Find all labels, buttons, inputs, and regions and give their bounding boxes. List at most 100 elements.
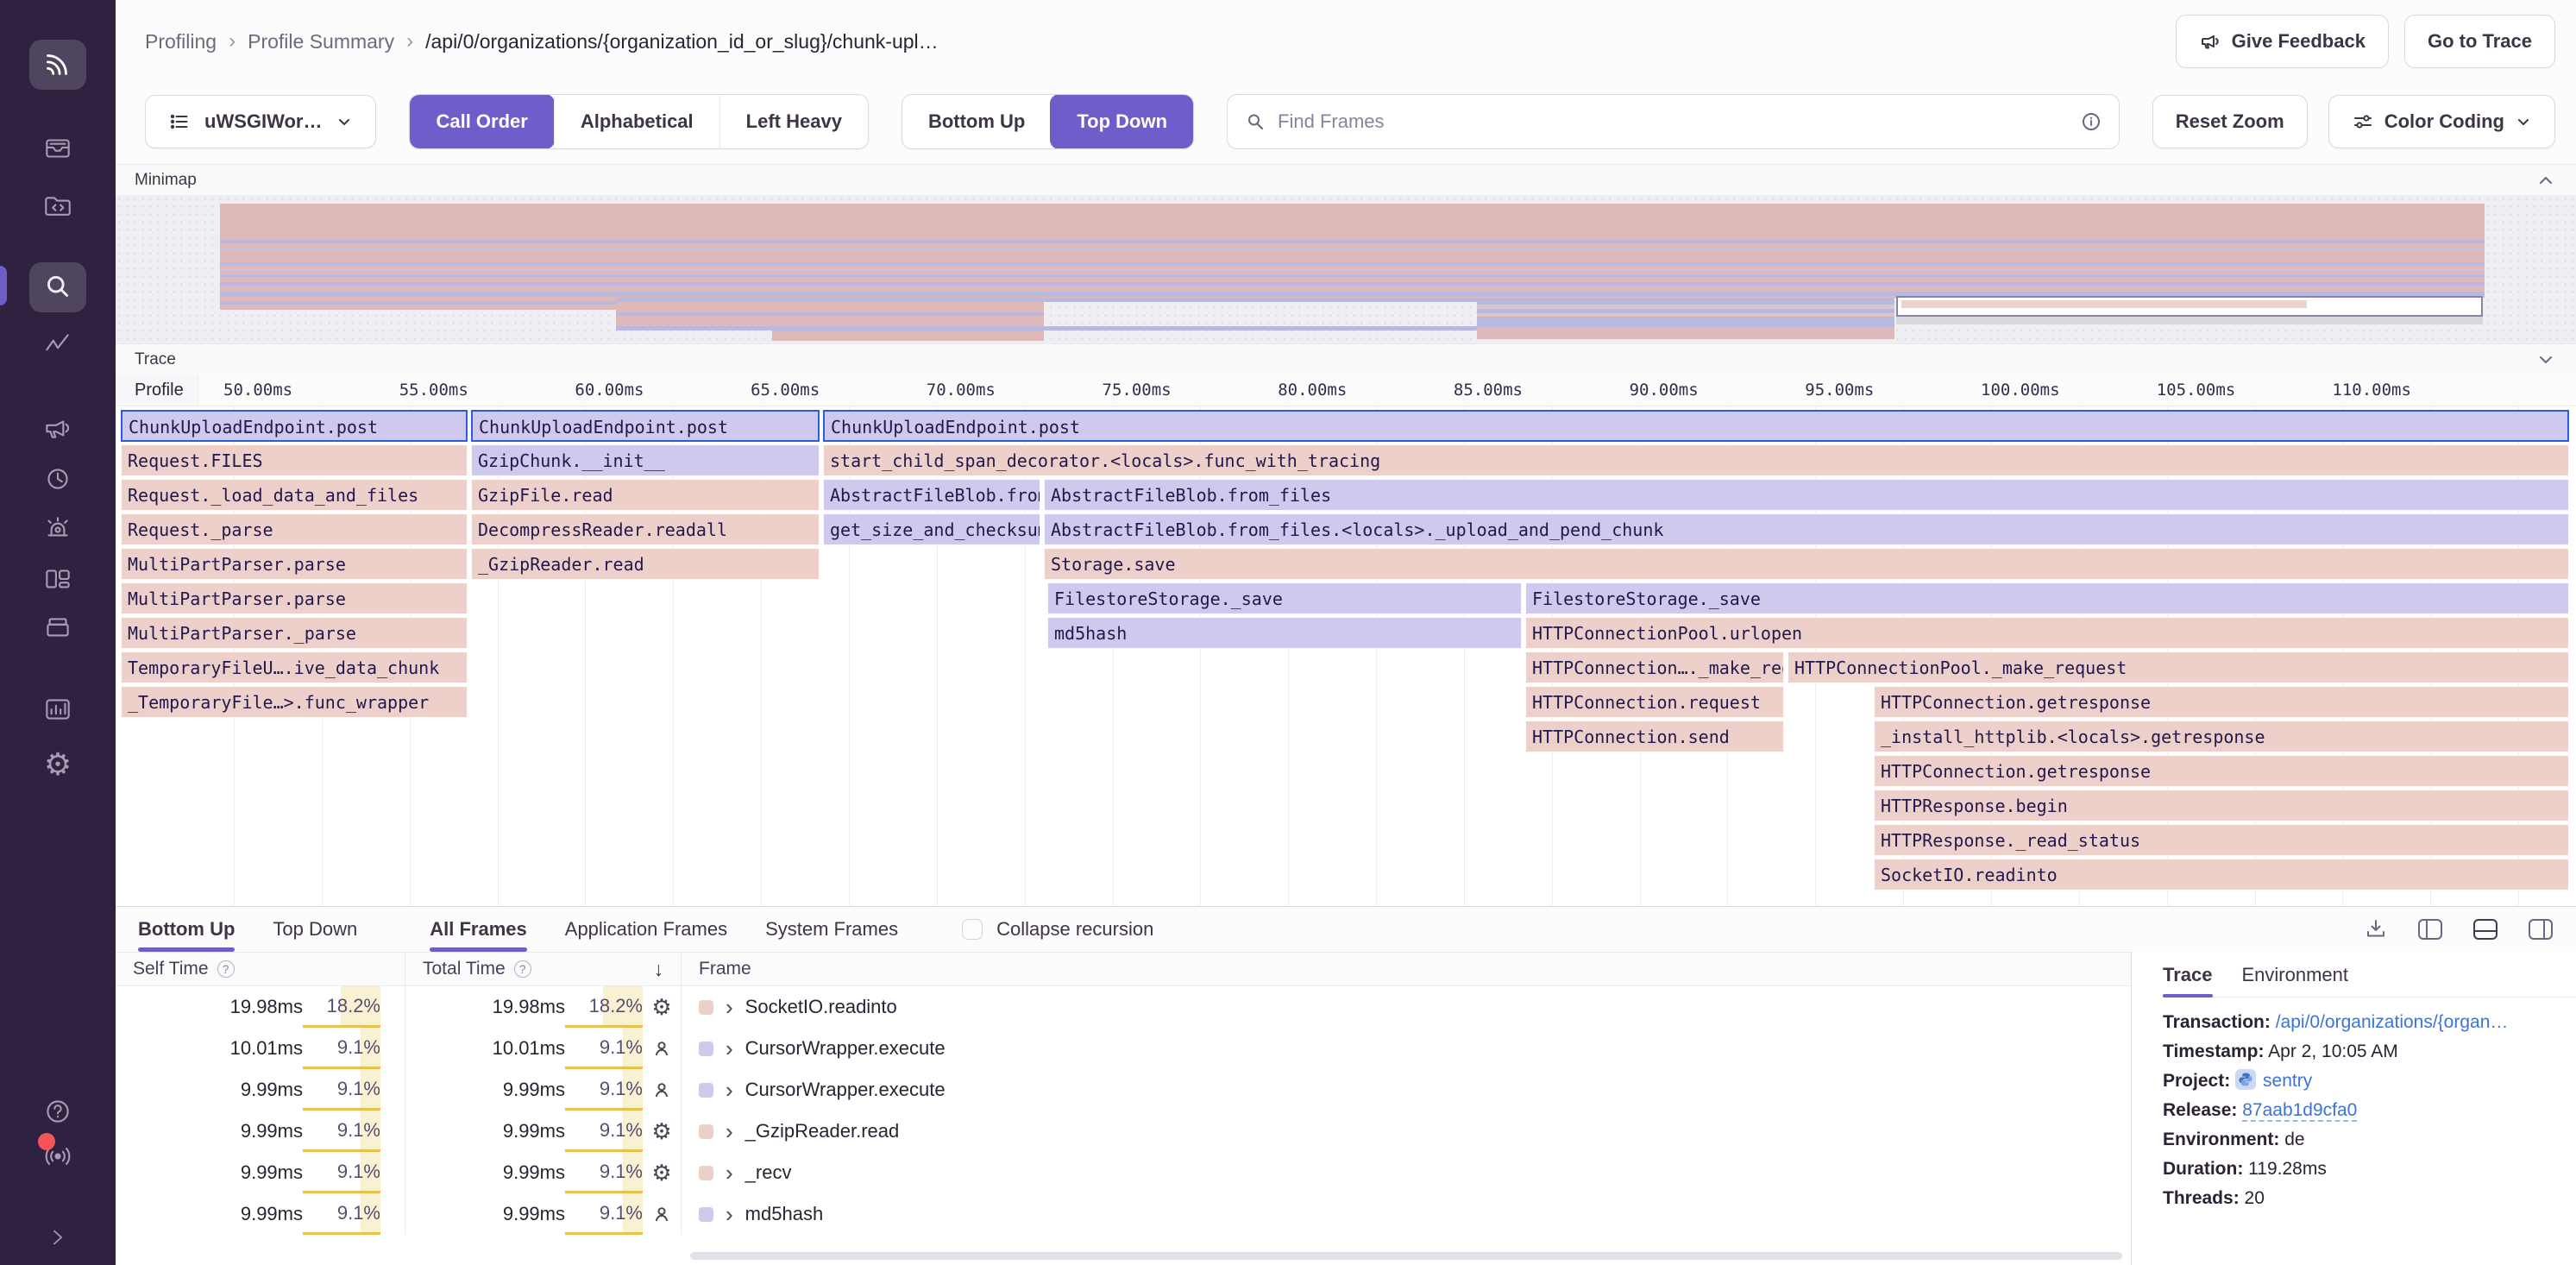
layout-left-icon[interactable] <box>2417 918 2443 941</box>
transaction-link[interactable]: /api/0/organizations/{organ… <box>2275 1012 2509 1032</box>
search-input[interactable] <box>1278 110 2069 133</box>
collapse-minimap-icon[interactable] <box>2535 169 2557 192</box>
filter-system-frames[interactable]: System Frames <box>765 918 899 940</box>
find-frames-search[interactable] <box>1227 94 2120 149</box>
frame-name[interactable]: CursorWrapper.execute <box>745 1079 946 1100</box>
flame-bar[interactable]: DecompressReader.readall <box>471 513 820 545</box>
replays-icon[interactable] <box>0 460 116 498</box>
download-icon[interactable] <box>2364 917 2388 941</box>
explore-icon[interactable] <box>0 186 116 224</box>
table-row[interactable]: 9.99ms 9.1% 9.99ms 9.1% ⚙ › _recv <box>116 1152 2131 1193</box>
info-icon[interactable] <box>2081 111 2102 132</box>
direction-option-bottom-up[interactable]: Bottom Up <box>927 110 1026 132</box>
expand-row-icon[interactable]: › <box>726 1117 733 1144</box>
flame-bar[interactable]: Request._load_data_and_files <box>121 479 468 511</box>
help-circle-icon[interactable]: ? <box>513 960 531 978</box>
frame-name[interactable]: md5hash <box>745 1203 824 1224</box>
reset-zoom-button[interactable]: Reset Zoom <box>2152 95 2308 148</box>
flame-bar[interactable]: AbstractFileBlob.from_files <box>1044 479 2569 511</box>
sentry-logo[interactable] <box>0 38 116 91</box>
flame-bar[interactable]: HTTPConnectionPool.urlopen <box>1525 617 2569 649</box>
expand-trace-icon[interactable] <box>2535 349 2557 371</box>
issues-icon[interactable] <box>0 129 116 167</box>
frame-name[interactable]: SocketIO.readinto <box>745 996 897 1017</box>
color-coding-button[interactable]: Color Coding <box>2328 95 2555 148</box>
release-link[interactable]: 87aab1d9cfa0 <box>2242 1100 2358 1122</box>
sort-option-alphabetical[interactable]: Alphabetical <box>553 95 719 148</box>
flame-bar[interactable]: MultiPartParser.parse <box>121 548 468 580</box>
flame-bar[interactable]: HTTPResponse._read_status <box>1874 824 2569 856</box>
flame-bar[interactable]: get_size_and_checksum <box>823 513 1040 545</box>
table-row[interactable]: 19.98ms 18.2% 19.98ms 18.2% ⚙ › SocketIO.readi… <box>116 986 2131 1028</box>
total-time-header[interactable]: Total Time? ↓ <box>405 953 682 985</box>
flame-bar[interactable]: ChunkUploadEndpoint.post <box>121 410 468 442</box>
breadcrumb-item[interactable]: Profile Summary <box>248 29 395 53</box>
details-tab-environment[interactable]: Environment <box>2241 964 2349 985</box>
flame-bar[interactable]: MultiPartParser.parse <box>121 582 468 614</box>
help-icon[interactable] <box>0 1092 116 1130</box>
expand-row-icon[interactable]: › <box>726 1200 733 1227</box>
filter-application-frames[interactable]: Application Frames <box>564 918 728 940</box>
breadcrumb-item[interactable]: /api/0/organizations/{organization_id_or… <box>425 29 939 53</box>
tab-bottom-up[interactable]: Bottom Up <box>138 907 236 952</box>
flame-bar[interactable]: ChunkUploadEndpoint.post <box>471 410 820 442</box>
self-time-header[interactable]: Self Time? <box>116 953 405 985</box>
flame-bar[interactable]: HTTPConnection.request <box>1525 686 1784 718</box>
collapse-recursion-checkbox[interactable] <box>962 919 983 940</box>
expand-row-icon[interactable]: › <box>726 1035 733 1061</box>
breadcrumb-item[interactable]: Profiling <box>145 29 217 53</box>
flame-bar[interactable]: ChunkUploadEndpoint.post <box>823 410 2569 442</box>
flamegraph-canvas[interactable]: ChunkUploadEndpoint.post ChunkUploadEndpo… <box>116 406 2576 906</box>
give-feedback-button[interactable]: Give Feedback <box>2175 15 2389 68</box>
search-icon[interactable] <box>0 261 116 314</box>
stats-icon[interactable] <box>0 690 116 728</box>
flame-bar[interactable]: md5hash <box>1047 617 1522 649</box>
flame-bar[interactable]: SocketIO.readinto <box>1874 859 2569 891</box>
expand-row-icon[interactable]: › <box>726 1159 733 1186</box>
minimap-viewport[interactable] <box>1896 296 2483 317</box>
thread-selector[interactable]: uWSGIWor… <box>145 95 377 148</box>
project-link[interactable]: sentry <box>2263 1071 2313 1091</box>
flame-bar[interactable]: Storage.save <box>1044 548 2569 580</box>
flame-bar[interactable]: HTTPConnection.getresponse <box>1874 755 2569 787</box>
flame-bar[interactable]: HTTPConnection…._make_request <box>1525 651 1784 683</box>
alerts-icon[interactable] <box>0 510 116 548</box>
flame-bar[interactable]: HTTPConnectionPool._make_request <box>1787 651 2569 683</box>
filter-all-frames[interactable]: All Frames <box>430 907 527 952</box>
flame-bar[interactable]: MultiPartParser._parse <box>121 617 468 649</box>
flame-bar[interactable]: HTTPConnection.send <box>1525 721 1784 752</box>
settings-icon[interactable]: ⚙ <box>43 746 72 782</box>
table-row[interactable]: 9.99ms 9.1% 9.99ms 9.1% › md5hash <box>116 1193 2131 1235</box>
insights-icon[interactable] <box>0 326 116 364</box>
whats-new-icon[interactable] <box>0 1132 116 1177</box>
dashboards-icon[interactable] <box>0 561 116 599</box>
sort-option-call-order[interactable]: Call Order <box>410 95 555 148</box>
flame-bar[interactable]: FilestoreStorage._save <box>1047 582 1522 614</box>
frame-name[interactable]: CursorWrapper.execute <box>745 1037 946 1059</box>
flame-bar[interactable]: TemporaryFileU….ive_data_chunk <box>121 651 468 683</box>
help-circle-icon[interactable]: ? <box>217 960 235 978</box>
flame-bar[interactable]: HTTPConnection.getresponse <box>1874 686 2569 718</box>
table-row[interactable]: 9.99ms 9.1% 9.99ms 9.1% › CursorWrapper.execu… <box>116 1069 2131 1111</box>
boards-icon[interactable] <box>0 609 116 647</box>
go-to-trace-button[interactable]: Go to Trace <box>2403 15 2555 68</box>
table-row[interactable]: 9.99ms 9.1% 9.99ms 9.1% ⚙ › _GzipReader.read <box>116 1111 2131 1152</box>
frame-header[interactable]: Frame <box>699 959 751 979</box>
flame-bar[interactable]: _TemporaryFile…>.func_wrapper <box>121 686 468 718</box>
flame-bar[interactable]: start_child_span_decorator.<locals>.func… <box>823 444 2569 476</box>
feedback-icon[interactable] <box>0 409 116 447</box>
flame-bar[interactable]: Request.FILES <box>121 444 468 476</box>
sort-option-left-heavy[interactable]: Left Heavy <box>719 95 868 148</box>
frame-name[interactable]: _recv <box>745 1161 792 1183</box>
layout-bottom-icon[interactable] <box>2472 918 2498 941</box>
flame-bar[interactable]: _GzipReader.read <box>471 548 820 580</box>
expand-sidebar-icon[interactable] <box>0 1218 116 1256</box>
frame-name[interactable]: _GzipReader.read <box>745 1120 900 1142</box>
table-row[interactable]: 10.01ms 9.1% 10.01ms 9.1% › CursorWrapper.exe… <box>116 1028 2131 1069</box>
expand-row-icon[interactable]: › <box>726 1076 733 1103</box>
flame-bar[interactable]: AbstractFileBlob.from_files.<locals>._up… <box>1044 513 2569 545</box>
minimap-canvas[interactable] <box>116 195 2576 343</box>
flame-bar[interactable]: HTTPResponse.begin <box>1874 790 2569 821</box>
flame-bar[interactable]: Request._parse <box>121 513 468 545</box>
tab-top-down[interactable]: Top Down <box>273 918 358 940</box>
